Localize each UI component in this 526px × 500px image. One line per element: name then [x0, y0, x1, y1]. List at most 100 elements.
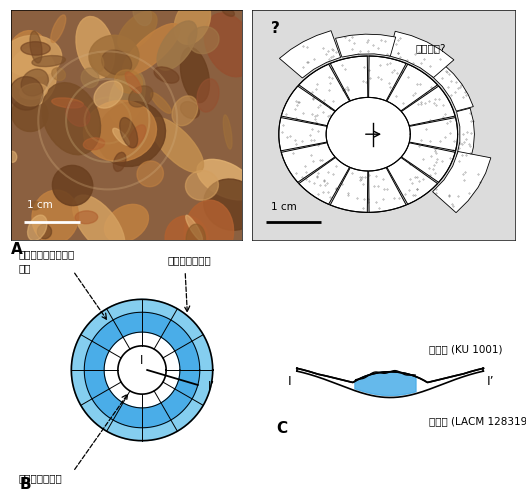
- Ellipse shape: [174, 0, 210, 44]
- Ellipse shape: [75, 211, 98, 224]
- Polygon shape: [457, 108, 474, 160]
- Ellipse shape: [52, 98, 83, 108]
- Polygon shape: [387, 158, 438, 204]
- Text: I: I: [140, 354, 144, 366]
- Ellipse shape: [6, 30, 50, 90]
- Ellipse shape: [32, 190, 78, 244]
- Ellipse shape: [51, 15, 66, 42]
- Polygon shape: [432, 152, 491, 212]
- Ellipse shape: [137, 161, 164, 186]
- Ellipse shape: [222, 7, 235, 16]
- Ellipse shape: [128, 125, 146, 148]
- Ellipse shape: [12, 97, 48, 132]
- Text: 外側面 (LACM 128319): 外側面 (LACM 128319): [429, 416, 526, 426]
- Ellipse shape: [97, 102, 166, 166]
- Polygon shape: [387, 64, 438, 111]
- Ellipse shape: [125, 72, 141, 94]
- Ellipse shape: [165, 216, 208, 261]
- Ellipse shape: [186, 170, 218, 200]
- Polygon shape: [432, 65, 473, 111]
- Polygon shape: [279, 118, 327, 151]
- Ellipse shape: [29, 202, 41, 210]
- Ellipse shape: [133, 1, 151, 25]
- Ellipse shape: [32, 56, 65, 66]
- Ellipse shape: [76, 16, 115, 78]
- Text: C: C: [276, 421, 287, 436]
- Polygon shape: [84, 312, 200, 428]
- Ellipse shape: [84, 100, 156, 162]
- Polygon shape: [297, 368, 483, 398]
- Ellipse shape: [94, 81, 123, 108]
- Ellipse shape: [188, 26, 219, 54]
- Text: 瑰膜骨の中間部分の: 瑰膜骨の中間部分の: [19, 250, 75, 260]
- Ellipse shape: [120, 118, 138, 148]
- Ellipse shape: [197, 160, 254, 200]
- Ellipse shape: [8, 152, 17, 162]
- Ellipse shape: [90, 52, 104, 72]
- Ellipse shape: [151, 92, 171, 114]
- Ellipse shape: [83, 138, 105, 150]
- Ellipse shape: [89, 35, 139, 78]
- Text: 1 cm: 1 cm: [27, 200, 53, 210]
- Ellipse shape: [204, 13, 254, 77]
- Ellipse shape: [30, 31, 42, 63]
- Polygon shape: [409, 118, 458, 151]
- Text: 前関節骨?: 前関節骨?: [416, 44, 446, 54]
- Ellipse shape: [9, 76, 43, 110]
- Ellipse shape: [53, 166, 93, 205]
- Text: I’: I’: [208, 380, 215, 393]
- Ellipse shape: [204, 179, 259, 231]
- Ellipse shape: [150, 118, 204, 172]
- Ellipse shape: [180, 102, 199, 118]
- Polygon shape: [72, 300, 213, 440]
- Ellipse shape: [19, 84, 47, 99]
- Ellipse shape: [180, 48, 209, 102]
- Polygon shape: [299, 64, 350, 111]
- Ellipse shape: [118, 12, 157, 51]
- Polygon shape: [369, 56, 406, 101]
- Text: I: I: [288, 375, 291, 388]
- Text: 瑰膜骨の外縁部: 瑰膜骨の外縁部: [168, 255, 211, 265]
- Polygon shape: [369, 168, 406, 212]
- Polygon shape: [389, 32, 454, 78]
- Ellipse shape: [186, 224, 206, 254]
- Ellipse shape: [42, 82, 100, 155]
- Ellipse shape: [154, 67, 179, 83]
- Ellipse shape: [27, 215, 47, 240]
- Polygon shape: [401, 142, 455, 182]
- Ellipse shape: [223, 115, 232, 149]
- Ellipse shape: [4, 36, 62, 77]
- Polygon shape: [336, 34, 396, 57]
- Ellipse shape: [129, 86, 153, 107]
- Ellipse shape: [21, 42, 50, 55]
- Ellipse shape: [81, 68, 99, 87]
- Polygon shape: [330, 168, 368, 212]
- Text: B: B: [19, 478, 31, 492]
- Ellipse shape: [172, 96, 198, 126]
- Polygon shape: [299, 158, 350, 204]
- Text: 1 cm: 1 cm: [271, 202, 297, 212]
- Text: 瑰膜骨の内縁部: 瑰膜骨の内縁部: [19, 474, 63, 484]
- Ellipse shape: [7, 48, 56, 106]
- Text: A: A: [11, 242, 22, 258]
- Ellipse shape: [105, 204, 148, 242]
- Ellipse shape: [115, 70, 143, 93]
- Polygon shape: [330, 56, 368, 101]
- Ellipse shape: [197, 79, 219, 112]
- Ellipse shape: [186, 215, 203, 241]
- Ellipse shape: [109, 70, 145, 124]
- Ellipse shape: [102, 50, 132, 75]
- Ellipse shape: [37, 224, 52, 239]
- Text: I’: I’: [487, 375, 494, 388]
- Text: ?: ?: [271, 21, 280, 36]
- Polygon shape: [401, 86, 455, 126]
- Ellipse shape: [66, 102, 90, 126]
- Ellipse shape: [73, 195, 125, 254]
- Circle shape: [118, 346, 166, 394]
- Polygon shape: [279, 30, 341, 78]
- Ellipse shape: [184, 200, 234, 264]
- Ellipse shape: [21, 69, 48, 96]
- Circle shape: [326, 98, 410, 171]
- Ellipse shape: [114, 152, 126, 172]
- Ellipse shape: [157, 21, 197, 70]
